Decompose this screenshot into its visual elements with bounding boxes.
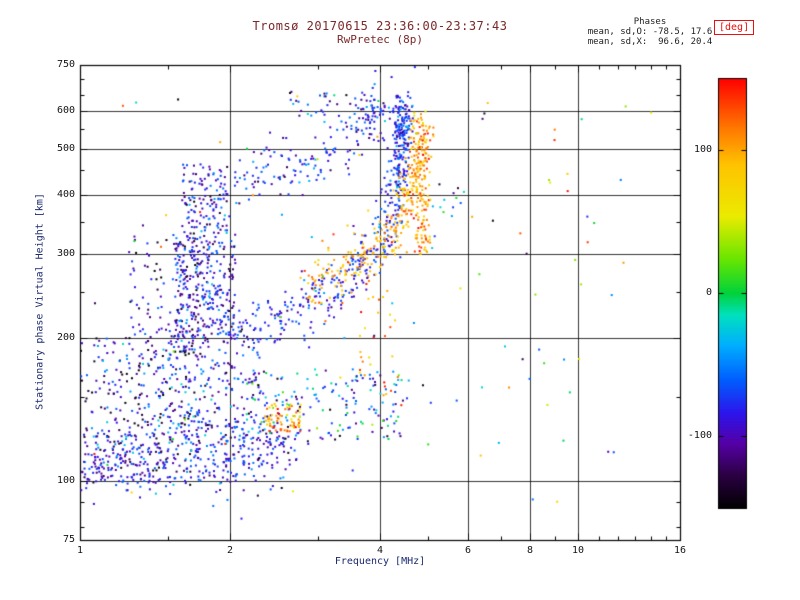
colorbar-tick-label: -100 [687, 430, 712, 441]
y-tick-label: 100 [56, 475, 75, 486]
plot-subtitle: RwPretec (8p) [336, 33, 424, 46]
y-tick-label: 750 [56, 59, 75, 70]
plot-title: Tromsø 20170615 23:36:00-23:37:43 [252, 19, 508, 33]
phase-stats-x-mode: mean, sd,X: 96.6, 20.4 [587, 37, 713, 47]
x-tick-label: 16 [673, 545, 687, 556]
x-tick-label: 10 [571, 545, 585, 556]
colorbar-tick-label: 0 [705, 287, 712, 298]
y-axis-label: Stationary phase Virtual Height [km] [34, 193, 46, 410]
y-tick-label: 600 [56, 105, 75, 116]
y-tick-label: 500 [56, 143, 75, 154]
x-tick-label: 1 [76, 545, 84, 556]
colorbar-units-label: [deg] [714, 20, 755, 35]
phase-stats-heading: Phases [633, 17, 667, 27]
y-tick-label: 200 [56, 332, 75, 343]
y-tick-label: 300 [56, 248, 75, 259]
x-tick-label: 2 [226, 545, 234, 556]
x-tick-label: 4 [376, 545, 384, 556]
colorbar-tick-label: 100 [693, 144, 712, 155]
x-tick-label: 6 [464, 545, 472, 556]
phase-stats-o-mode: mean, sd,O: -78.5, 17.6 [587, 27, 713, 37]
x-tick-label: 8 [526, 545, 534, 556]
y-tick-label: 400 [56, 189, 75, 200]
x-axis-label: Frequency [MHz] [334, 556, 426, 567]
phase-stats-block: Phases mean, sd,O: -78.5, 17.6 mean, sd,… [575, 17, 725, 47]
y-tick-label: 75 [62, 534, 75, 545]
